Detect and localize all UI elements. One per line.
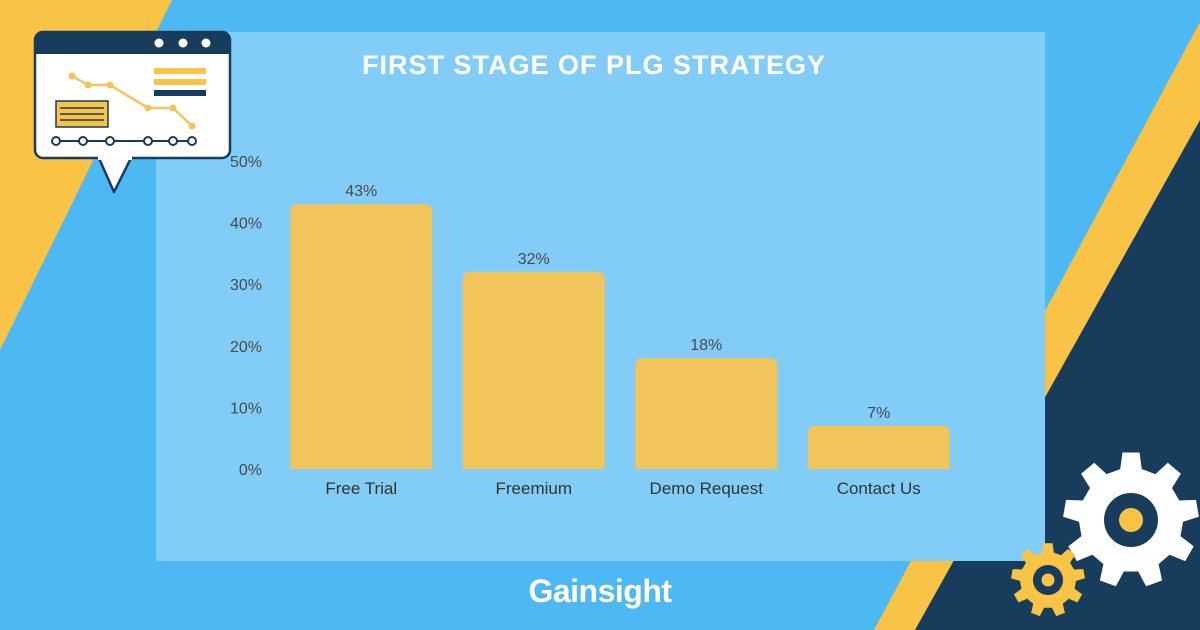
y-tick-label: 0% [239,462,262,479]
y-tick-label: 20% [230,339,262,356]
bar [290,204,433,469]
y-axis: 0% 10% 20% 30% 40% 50% [230,154,262,479]
chart-title: FIRST STAGE OF PLG STRATEGY [361,50,826,80]
y-tick-label: 30% [230,277,262,294]
y-tick-label: 10% [230,400,262,417]
x-tick-label: Freemium [495,479,572,498]
bar-chart: 0% 10% 20% 30% 40% 50% 43% 32% 18% 7% Free Trial… [230,154,950,498]
bar-value-label: 32% [518,251,550,268]
x-tick-label: Contact Us [837,479,921,498]
bar-value-label: 43% [345,183,377,200]
value-labels: 43% 32% 18% 7% [345,183,890,422]
x-tick-label: Free Trial [325,479,397,498]
gainsight-logo: Gainsight [528,573,672,609]
x-axis: Free Trial Freemium Demo Request Contact Us [325,479,920,498]
large-gear-icon [1063,452,1199,587]
small-gear-icon [1011,543,1085,617]
bar [462,271,605,469]
bar-value-label: 18% [690,337,722,354]
bar [635,358,778,469]
bar-value-label: 7% [867,405,890,422]
y-tick-label: 50% [230,154,262,171]
x-tick-label: Demo Request [650,479,764,498]
y-tick-label: 40% [230,216,262,233]
bars [290,204,950,469]
bar [807,425,950,469]
gears-decoration [1011,452,1199,617]
chart-window-icon [33,30,232,194]
